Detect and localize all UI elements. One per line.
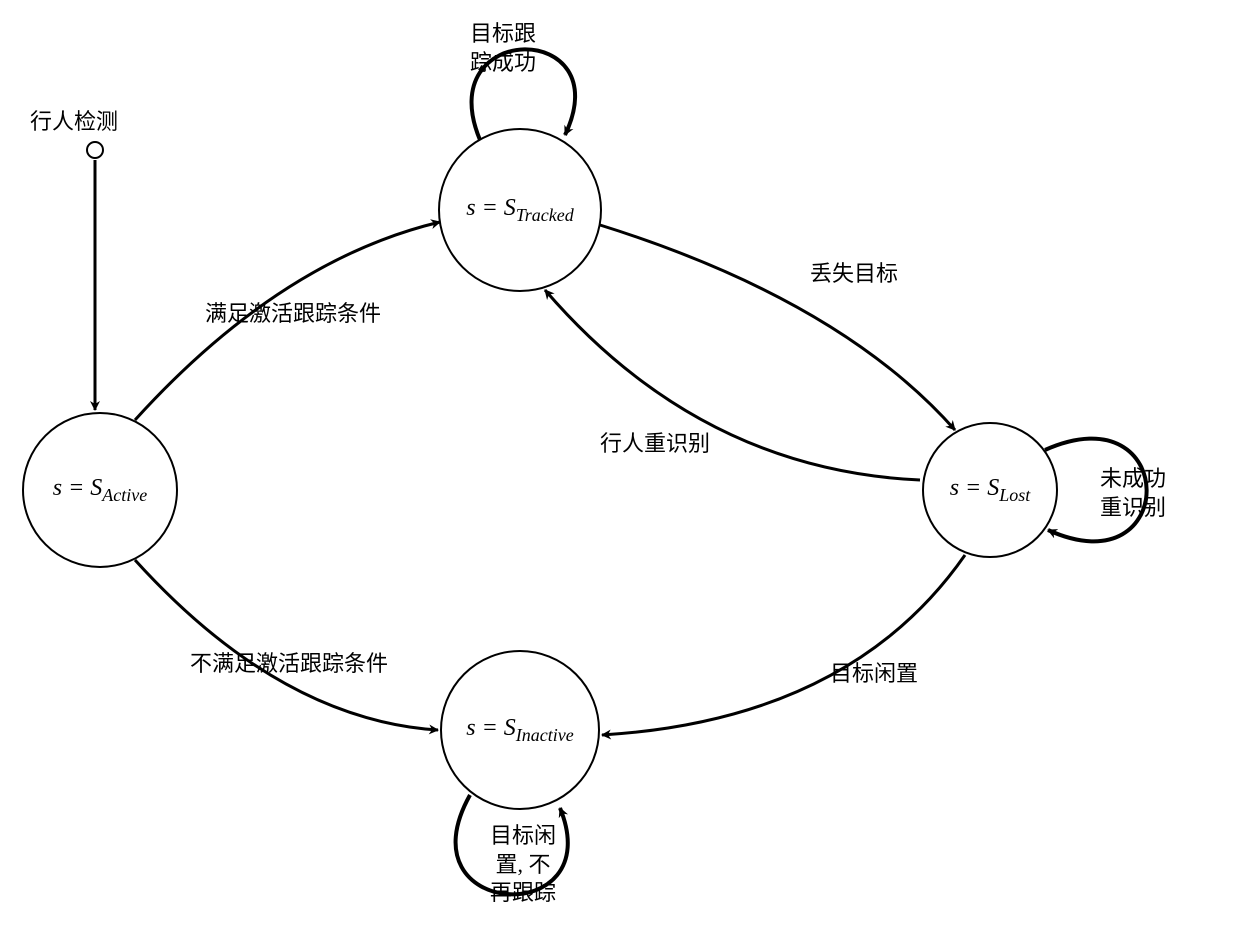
state-tracked: s = STracked — [438, 128, 602, 292]
state-diagram: s = SActive s = STracked s = SLost s = S… — [0, 0, 1240, 936]
edge-tracked-lost — [600, 225, 955, 430]
state-inactive-label: s = SInactive — [466, 715, 574, 746]
state-lost: s = SLost — [922, 422, 1058, 558]
label-not-activate: 不满足激活跟踪条件 — [190, 650, 388, 679]
label-idle-loop: 目标闲 置, 不 再跟踪 — [490, 822, 556, 908]
label-track-success: 目标跟 踪成功 — [470, 20, 536, 77]
label-idle: 目标闲置 — [830, 660, 918, 689]
state-lost-label: s = SLost — [950, 475, 1031, 506]
edge-lost-inactive — [602, 555, 965, 735]
state-inactive: s = SInactive — [440, 650, 600, 810]
edge-active-inactive — [135, 560, 438, 730]
label-reid-fail: 未成功 重识别 — [1100, 465, 1166, 522]
start-node — [86, 141, 104, 159]
label-reid: 行人重识别 — [600, 430, 710, 459]
state-active: s = SActive — [22, 412, 178, 568]
state-active-label: s = SActive — [53, 475, 148, 506]
label-detect: 行人检测 — [30, 108, 118, 137]
label-lose-target: 丢失目标 — [810, 260, 898, 289]
state-tracked-label: s = STracked — [466, 195, 574, 226]
label-activate: 满足激活跟踪条件 — [205, 300, 381, 329]
